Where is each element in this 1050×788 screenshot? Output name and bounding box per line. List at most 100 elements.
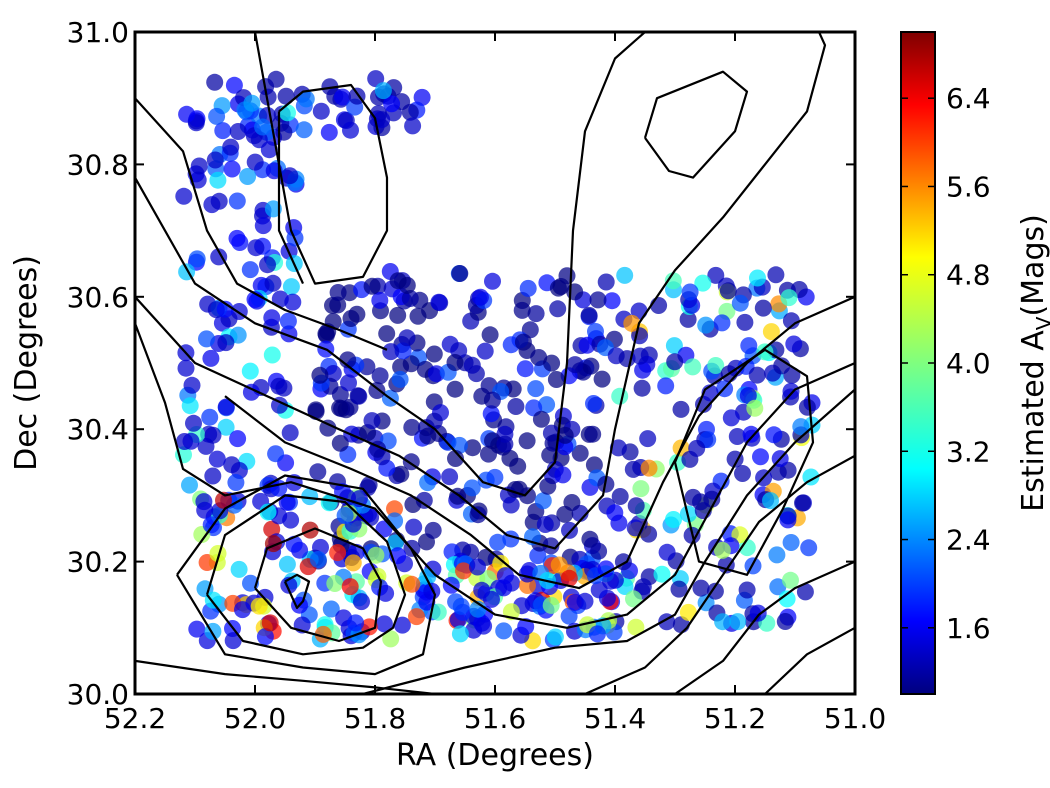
scatter-point bbox=[204, 467, 222, 485]
scatter-point bbox=[722, 409, 740, 427]
scatter-point bbox=[739, 387, 757, 405]
scatter-point bbox=[611, 387, 629, 405]
scatter-point bbox=[225, 76, 243, 94]
scatter-point bbox=[748, 366, 766, 384]
scatter-point bbox=[190, 157, 208, 175]
scatter-point bbox=[800, 539, 818, 557]
scatter-point bbox=[264, 274, 282, 292]
scatter-point bbox=[254, 217, 272, 235]
scatter-point bbox=[340, 374, 357, 392]
scatter-point bbox=[639, 430, 657, 448]
contour-lines bbox=[135, 32, 855, 694]
scatter-point bbox=[198, 330, 215, 348]
scatter-point bbox=[234, 601, 251, 619]
y-tick-label: 31.0 bbox=[67, 16, 129, 49]
scatter-point bbox=[386, 534, 404, 552]
scatter-point bbox=[610, 514, 628, 532]
scatter-point bbox=[326, 575, 344, 592]
scatter-point bbox=[301, 488, 319, 506]
scatter-point bbox=[312, 102, 330, 120]
scatter-point bbox=[378, 325, 396, 343]
scatter-point bbox=[282, 278, 300, 296]
contour-inner-west bbox=[253, 527, 383, 643]
scatter-point bbox=[451, 625, 469, 643]
scatter-point bbox=[429, 603, 447, 621]
scatter-point bbox=[391, 370, 409, 388]
scatter-point bbox=[450, 436, 468, 454]
scatter-point bbox=[576, 592, 594, 610]
scatter-point bbox=[331, 399, 349, 417]
contour-east-inner bbox=[673, 348, 815, 576]
scatter-point bbox=[483, 590, 500, 608]
scatter-point bbox=[703, 490, 721, 508]
scatter-point bbox=[707, 266, 725, 284]
scatter-point bbox=[792, 418, 810, 436]
scatter-point bbox=[295, 121, 313, 139]
scatter-point bbox=[320, 494, 338, 512]
scatter-point bbox=[683, 296, 701, 314]
scatter-point bbox=[558, 267, 576, 285]
scatter-point bbox=[375, 615, 393, 633]
scatter-point bbox=[452, 597, 470, 615]
scatter-point bbox=[779, 511, 797, 529]
scatter-points bbox=[175, 70, 821, 650]
scatter-point bbox=[713, 314, 731, 332]
scatter-point bbox=[329, 284, 347, 301]
scatter-point bbox=[455, 562, 472, 580]
scatter-point bbox=[425, 345, 443, 363]
scatter-point bbox=[597, 273, 615, 291]
colorbar-tick-label: 4.8 bbox=[946, 259, 991, 292]
scatter-point bbox=[625, 590, 642, 608]
colorbar-title-main: Estimated A bbox=[1016, 330, 1050, 512]
scatter-point bbox=[530, 349, 548, 366]
scatter-point bbox=[319, 419, 337, 437]
scatter-point bbox=[581, 530, 599, 548]
scatter-point bbox=[413, 88, 431, 106]
scatter-point bbox=[598, 589, 616, 607]
scatter-point bbox=[746, 399, 764, 417]
scatter-point bbox=[589, 291, 607, 309]
scatter-point bbox=[425, 412, 443, 430]
scatter-point bbox=[486, 468, 504, 486]
scatter-point bbox=[277, 87, 295, 105]
scatter-point bbox=[404, 117, 422, 135]
scatter-point bbox=[278, 493, 296, 511]
colorbar-tick-label: 1.6 bbox=[946, 612, 991, 645]
scatter-point bbox=[270, 377, 288, 395]
scatter-point bbox=[547, 371, 565, 388]
scatter-point bbox=[264, 200, 282, 218]
scatter-point bbox=[538, 396, 556, 414]
scatter-point bbox=[177, 359, 195, 377]
scatter-point bbox=[185, 414, 202, 432]
scatter-point bbox=[627, 497, 645, 515]
scatter-point bbox=[527, 305, 545, 323]
scatter-point bbox=[267, 445, 285, 463]
scatter-point bbox=[349, 387, 367, 405]
scatter-point bbox=[782, 571, 799, 589]
scatter-point bbox=[210, 192, 228, 210]
scatter-point bbox=[217, 398, 235, 416]
scatter-point bbox=[694, 274, 712, 292]
scatter-point bbox=[329, 544, 347, 562]
scatter-point bbox=[281, 424, 299, 442]
y-axis-title: Dec (Degrees) bbox=[9, 255, 44, 471]
scatter-point bbox=[665, 511, 682, 528]
colorbar-title-sub: V bbox=[1032, 316, 1050, 330]
scatter-point bbox=[749, 604, 767, 622]
scatter-point bbox=[560, 569, 578, 587]
scatter-point bbox=[382, 630, 400, 648]
scatter-point bbox=[713, 541, 731, 559]
scatter-point bbox=[611, 488, 629, 505]
scatter-point bbox=[471, 288, 489, 306]
scatter-point bbox=[627, 618, 645, 636]
scatter-point bbox=[263, 346, 281, 364]
contour-band-6 bbox=[362, 388, 855, 694]
scatter-point bbox=[582, 357, 600, 375]
scatter-point bbox=[496, 435, 514, 453]
scatter-point bbox=[507, 398, 525, 415]
scatter-point bbox=[783, 366, 801, 384]
contour-band-8 bbox=[674, 560, 855, 694]
scatter-point bbox=[430, 293, 448, 311]
scatter-point bbox=[309, 463, 327, 481]
scatter-point bbox=[529, 547, 547, 565]
